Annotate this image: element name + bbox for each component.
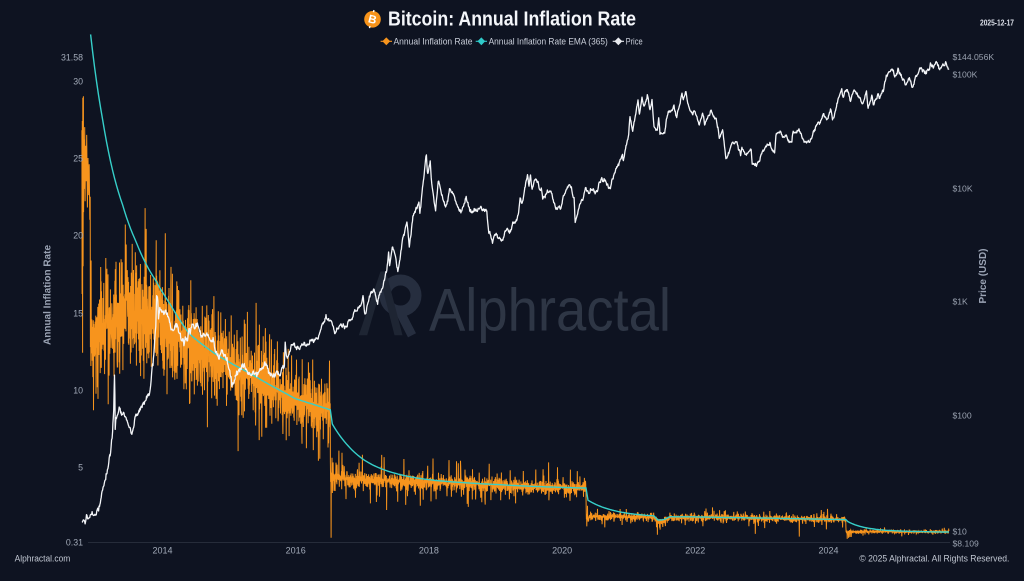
svg-text:5: 5: [78, 463, 83, 473]
svg-text:15: 15: [73, 309, 83, 319]
svg-text:$100: $100: [953, 411, 972, 421]
svg-text:Alphractal: Alphractal: [429, 277, 671, 344]
svg-text:2022: 2022: [685, 546, 705, 556]
svg-text:2025-12-17: 2025-12-17: [980, 18, 1014, 27]
svg-text:$10K: $10K: [953, 184, 973, 194]
svg-text:10: 10: [73, 386, 83, 396]
svg-text:$144.056K: $144.056K: [953, 52, 995, 62]
svg-text:B: B: [367, 13, 378, 27]
svg-text:$100K: $100K: [953, 70, 978, 80]
svg-text:Annual Inflation Rate: Annual Inflation Rate: [394, 37, 473, 47]
svg-text:Alphractal.com: Alphractal.com: [15, 554, 71, 564]
svg-text:2020: 2020: [552, 546, 572, 556]
svg-text:$10: $10: [953, 527, 968, 537]
svg-text:Bitcoin: Annual Inflation Rate: Bitcoin: Annual Inflation Rate: [388, 9, 636, 31]
svg-text:© 2025 Alphractal. All Rights: © 2025 Alphractal. All Rights Reserved.: [859, 554, 1009, 564]
svg-text:2024: 2024: [818, 546, 838, 556]
svg-text:2016: 2016: [286, 546, 306, 556]
svg-text:2018: 2018: [419, 546, 439, 556]
svg-text:20: 20: [73, 231, 83, 241]
svg-text:30: 30: [73, 77, 83, 87]
svg-text:Annual Inflation Rate: Annual Inflation Rate: [43, 245, 54, 345]
svg-text:Annual Inflation Rate EMA (365: Annual Inflation Rate EMA (365): [489, 37, 608, 47]
svg-text:31.58: 31.58: [61, 53, 83, 63]
svg-text:$8.109: $8.109: [953, 539, 980, 549]
svg-text:$1K: $1K: [953, 297, 969, 307]
svg-text:25: 25: [73, 154, 83, 164]
svg-text:Price (USD): Price (USD): [978, 248, 989, 303]
svg-text:0.31: 0.31: [66, 538, 83, 548]
svg-text:Price: Price: [626, 37, 643, 47]
svg-text:2014: 2014: [152, 546, 172, 556]
